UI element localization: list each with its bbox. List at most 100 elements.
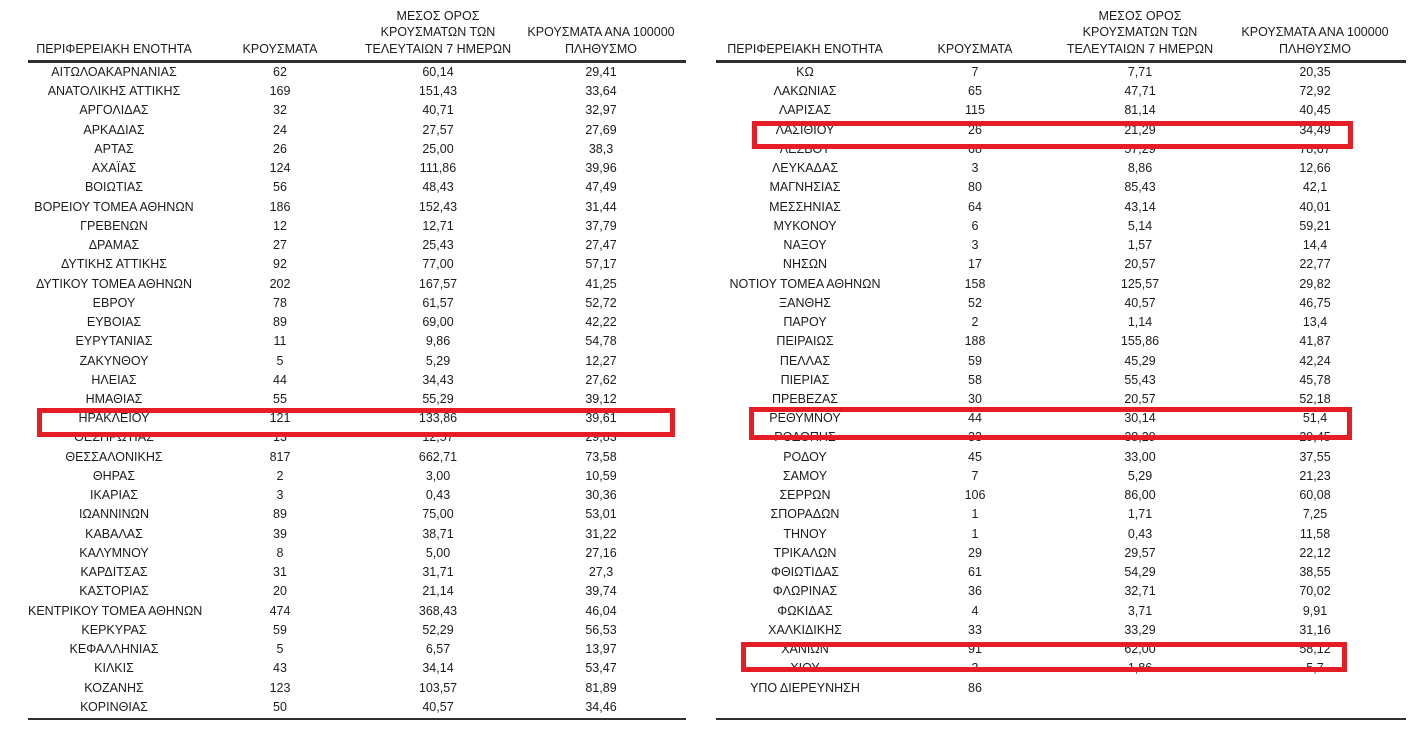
- table-row: ΦΘΙΩΤΙΔΑΣ 61 54,29 38,55: [716, 563, 1406, 582]
- region-name-cell: ΑΡΓΟΛΙΔΑΣ: [79, 103, 149, 118]
- table-row: ΠΕΛΛΑΣ 59 45,29 42,24: [716, 352, 1406, 371]
- region-name-cell: ΣΠΟΡΑΔΩΝ: [770, 507, 840, 522]
- per100k-cell: 38,3: [588, 141, 614, 156]
- cases-cell: 3: [971, 161, 979, 176]
- per100k-cell: 27,47: [585, 238, 617, 253]
- region-name-cell: ΑΙΤΩΛΟΑΚΑΡΝΑΝΙΑΣ: [51, 65, 177, 79]
- avg7-cell: 62,00: [1124, 642, 1156, 657]
- avg7-cell: 54,29: [1124, 565, 1156, 580]
- per100k-cell: 51,4: [1302, 411, 1328, 426]
- region-name-cell: ΡΟΔΟΠΗΣ: [774, 430, 836, 445]
- region-name-cell: ΚΟΡΙΝΘΙΑΣ: [80, 699, 148, 714]
- cases-cell: 27: [273, 238, 287, 253]
- column-header-per100k: ΚΡΟΥΣΜΑΤΑ ΑΝΑ 100000 ΠΛΗΘΥΣΜΟ: [1224, 0, 1406, 60]
- per100k-cell: 39,74: [585, 584, 617, 599]
- per100k-cell: 81,89: [585, 680, 617, 695]
- avg7-cell: 31,71: [422, 565, 454, 580]
- table-row: ΑΙΤΩΛΟΑΚΑΡΝΑΝΙΑΣ 62 60,14 29,41: [28, 63, 686, 82]
- cases-cell: 64: [968, 199, 982, 214]
- region-name-cell: ΑΡΚΑΔΙΑΣ: [83, 122, 145, 137]
- per100k-cell: 12,27: [585, 353, 617, 368]
- cases-cell: 817: [269, 449, 291, 464]
- table-row: ΞΑΝΘΗΣ 52 40,57 46,75: [716, 294, 1406, 313]
- cases-cell: 26: [273, 141, 287, 156]
- per100k-cell: 57,17: [585, 257, 617, 272]
- region-name-cell: ΤΡΙΚΑΛΩΝ: [773, 545, 837, 560]
- table-row: ΚΟΡΙΝΘΙΑΣ 50 40,57 34,46: [28, 698, 686, 717]
- table-header: ΠΕΡΙΦΕΡΕΙΑΚΗ ΕΝΟΤΗΤΑ ΚΡΟΥΣΜΑΤΑ ΜΕΣΟΣ ΟΡΟ…: [716, 0, 1406, 63]
- avg7-cell: 21,29: [1124, 122, 1156, 137]
- per100k-cell: 5,7: [1306, 661, 1324, 676]
- table-row: ΣΕΡΡΩΝ 106 86,00 60,08: [716, 486, 1406, 505]
- cases-cell: 29: [968, 545, 982, 560]
- table-row: ΡΕΘΥΜΝΟΥ 44 30,14 51,4: [716, 409, 1406, 428]
- per100k-cell: 30,36: [585, 488, 617, 503]
- per100k-cell: 11,58: [1299, 526, 1331, 541]
- avg7-cell: 6,57: [425, 642, 451, 657]
- avg7-cell: 9,86: [425, 334, 451, 349]
- cases-cell: 33: [968, 430, 982, 445]
- header-label-line: ΤΕΛΕΥΤΑΙΩΝ 7 ΗΜΕΡΩΝ: [1066, 41, 1214, 56]
- cases-cell: 58: [968, 372, 982, 387]
- avg7-cell: 25,00: [422, 141, 454, 156]
- cases-cell: 78: [273, 295, 287, 310]
- per100k-cell: 13,97: [585, 642, 617, 657]
- per100k-cell: 20,35: [1299, 65, 1331, 79]
- avg7-cell: 12,71: [422, 218, 454, 233]
- avg7-cell: 1,14: [1127, 315, 1153, 330]
- column-header-cases: ΚΡΟΥΣΜΑΤΑ: [200, 0, 360, 60]
- table-row: ΡΟΔΟΠΗΣ 33 38,29 29,45: [716, 428, 1406, 447]
- table-row: ΝΟΤΙΟΥ ΤΟΜΕΑ ΑΘΗΝΩΝ 158 125,57 29,82: [716, 275, 1406, 294]
- avg7-cell: 32,71: [1124, 584, 1156, 599]
- table-row: ΚΑΒΑΛΑΣ 39 38,71 31,22: [28, 525, 686, 544]
- per100k-cell: 39,12: [585, 391, 617, 406]
- avg7-cell: 30,14: [1124, 411, 1156, 426]
- avg7-cell: 1,86: [1127, 661, 1153, 676]
- per100k-cell: 29,41: [585, 65, 617, 79]
- per100k-cell: 31,44: [585, 199, 617, 214]
- region-name-cell: ΡΕΘΥΜΝΟΥ: [769, 411, 841, 426]
- cases-cell: 13: [273, 430, 287, 445]
- per100k-cell: 59,21: [1299, 218, 1331, 233]
- cases-cell: 2: [971, 315, 979, 330]
- region-name-cell: ΠΕΙΡΑΙΩΣ: [776, 334, 834, 349]
- cases-cell: 158: [964, 276, 986, 291]
- cases-cell: 44: [273, 372, 287, 387]
- avg7-cell: 57,29: [1124, 141, 1156, 156]
- table-row: ΑΧΑΪΑΣ 124 111,86 39,96: [28, 159, 686, 178]
- cases-cell: 8: [276, 545, 284, 560]
- table-row: ΗΛΕΙΑΣ 44 34,43 27,62: [28, 371, 686, 390]
- table-row: ΠΙΕΡΙΑΣ 58 55,43 45,78: [716, 371, 1406, 390]
- cases-cell: 32: [273, 103, 287, 118]
- table-row: ΛΑΣΙΘΙΟΥ 26 21,29 34,49: [716, 121, 1406, 140]
- table-row: ΜΥΚΟΝΟΥ 6 5,14 59,21: [716, 217, 1406, 236]
- per100k-cell: 13,4: [1302, 315, 1328, 330]
- cases-cell: 3: [276, 488, 284, 503]
- per100k-cell: 38,55: [1299, 565, 1331, 580]
- region-name-cell: ΚΑΡΔΙΤΣΑΣ: [80, 565, 148, 580]
- cases-cell: 44: [968, 411, 982, 426]
- avg7-cell: 55,29: [422, 391, 454, 406]
- table-row: ΤΗΝΟΥ 1 0,43 11,58: [716, 525, 1406, 544]
- region-name-cell: ΑΡΤΑΣ: [94, 141, 134, 156]
- region-name-cell: ΛΑΣΙΘΙΟΥ: [775, 122, 835, 137]
- avg7-cell: 7,71: [1127, 65, 1153, 79]
- region-name-cell: ΚΙΛΚΙΣ: [94, 661, 134, 676]
- cases-cell: 45: [968, 449, 982, 464]
- avg7-cell: 40,57: [1124, 295, 1156, 310]
- avg7-cell: 3,71: [1127, 603, 1153, 618]
- cases-cell: 59: [968, 353, 982, 368]
- cases-cell: 92: [273, 257, 287, 272]
- region-name-cell: ΣΕΡΡΩΝ: [779, 488, 831, 503]
- avg7-cell: 5,29: [1127, 468, 1153, 483]
- region-name-cell: ΦΛΩΡΙΝΑΣ: [772, 584, 838, 599]
- per100k-cell: 29,45: [1299, 430, 1331, 445]
- region-name-cell: ΑΧΑΪΑΣ: [91, 161, 137, 176]
- cases-cell: 106: [964, 488, 986, 503]
- per100k-cell: 32,97: [585, 103, 617, 118]
- region-name-cell: ΖΑΚΥΝΘΟΥ: [79, 353, 149, 368]
- header-label: ΚΡΟΥΣΜΑΤΑ: [242, 41, 318, 56]
- cases-cell: 52: [968, 295, 982, 310]
- header-label-line: ΤΕΛΕΥΤΑΙΩΝ 7 ΗΜΕΡΩΝ: [364, 41, 512, 56]
- table-row: ΗΜΑΘΙΑΣ 55 55,29 39,12: [28, 390, 686, 409]
